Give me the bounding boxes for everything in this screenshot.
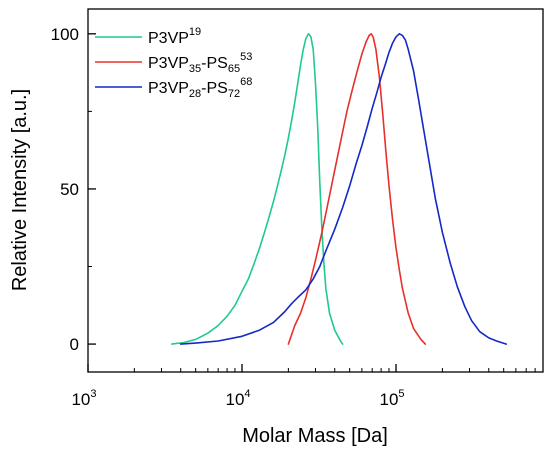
tick-labels: 103 104 105 0 50 100 — [51, 25, 405, 409]
series-line-3 — [179, 33, 508, 345]
x-tick-label: 104 — [225, 388, 250, 409]
legend-label-1: P3VP19 — [148, 26, 201, 47]
x-tick-label: 103 — [71, 388, 96, 409]
y-tick-label: 100 — [51, 25, 79, 44]
x-tick-label: 105 — [380, 388, 405, 409]
legend-label-2: P3VP35-PS6553 — [148, 51, 252, 75]
y-tick-label: 0 — [70, 335, 79, 354]
legend-label-3: P3VP28-PS7268 — [148, 76, 252, 100]
series-lines — [171, 33, 508, 345]
ticks — [87, 33, 536, 372]
x-axis-label: Molar Mass [Da] — [242, 425, 388, 447]
y-tick-label: 50 — [60, 180, 79, 199]
y-axis-label: Relative Intensity [a.u.] — [9, 89, 31, 291]
series-line-1 — [171, 33, 344, 345]
series-line-2 — [287, 33, 427, 345]
